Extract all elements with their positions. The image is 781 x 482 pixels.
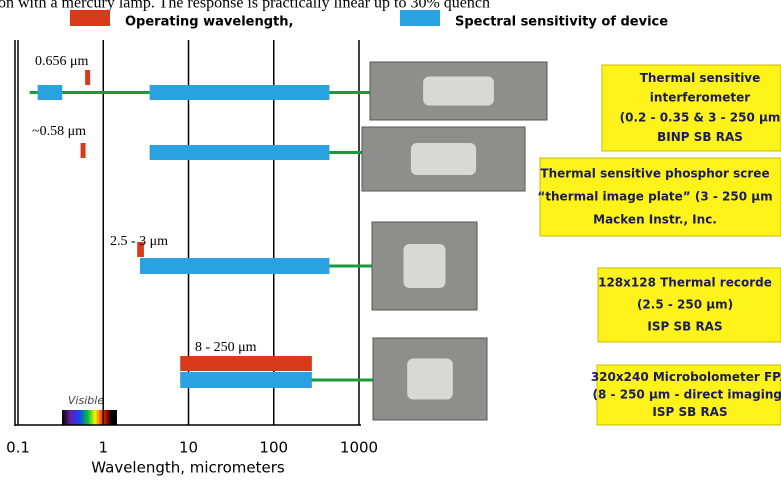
- device-text: “thermal image plate” (3 - 250 μm: [537, 190, 772, 204]
- annotation: ~0.58 μm: [32, 124, 86, 139]
- x-tick-label: 1000: [340, 439, 378, 457]
- x-tick-label: 0.1: [6, 439, 30, 457]
- x-tick-label: 100: [259, 439, 288, 457]
- device-text: (8 - 250 μm - direct imaging): [593, 388, 781, 402]
- device-text: 128x128 Thermal recorde: [598, 276, 772, 290]
- x-axis-label: Wavelength, micrometers: [91, 459, 285, 477]
- annotation: 2.5 - 3 μm: [110, 234, 168, 249]
- device-photo-detail: [407, 359, 453, 400]
- visible-spectrum: [62, 410, 117, 425]
- device-photo-detail: [423, 77, 494, 106]
- x-tick-label: 1: [98, 439, 108, 457]
- device-text: ISP SB RAS: [652, 405, 727, 419]
- device-text: (0.2 - 0.35 & 3 - 250 μm: [620, 110, 781, 124]
- sensitivity-bar: [180, 372, 312, 388]
- page: on with a mercury lamp. The response is …: [0, 0, 781, 482]
- device-text: ISP SB RAS: [647, 319, 722, 333]
- sensitivity-bar: [150, 145, 330, 160]
- visible-label: Visible: [68, 394, 104, 407]
- device-photo-detail: [411, 143, 476, 175]
- x-tick-label: 10: [179, 439, 198, 457]
- device-text: BINP SB RAS: [657, 130, 743, 144]
- device-text: Thermal sensitive: [640, 71, 761, 85]
- device-text: Thermal sensitive phosphor scree: [540, 167, 769, 181]
- device-text: interferometer: [650, 91, 750, 105]
- sensitivity-bar: [140, 258, 329, 274]
- device-text: 320x240 Microbolometer FPA: [591, 370, 781, 384]
- legend-swatch: [400, 10, 440, 26]
- annotation: 0.656 μm: [35, 54, 89, 69]
- operating-mark: [81, 143, 86, 158]
- device-text: (2.5 - 250 μm): [637, 298, 733, 312]
- operating-bar: [180, 356, 312, 371]
- header-text: on with a mercury lamp. The response is …: [0, 0, 490, 12]
- legend-label: Operating wavelength,: [125, 15, 293, 30]
- chart: on with a mercury lamp. The response is …: [0, 0, 781, 482]
- operating-mark: [85, 70, 90, 85]
- legend-swatch: [70, 10, 110, 26]
- device-text: Macken Instr., Inc.: [593, 212, 717, 226]
- device-photo-detail: [404, 244, 446, 288]
- annotation: 8 - 250 μm: [195, 340, 257, 355]
- sensitivity-bar: [150, 85, 330, 100]
- legend-label: Spectral sensitivity of device: [455, 15, 668, 30]
- sensitivity-bar: [38, 85, 63, 100]
